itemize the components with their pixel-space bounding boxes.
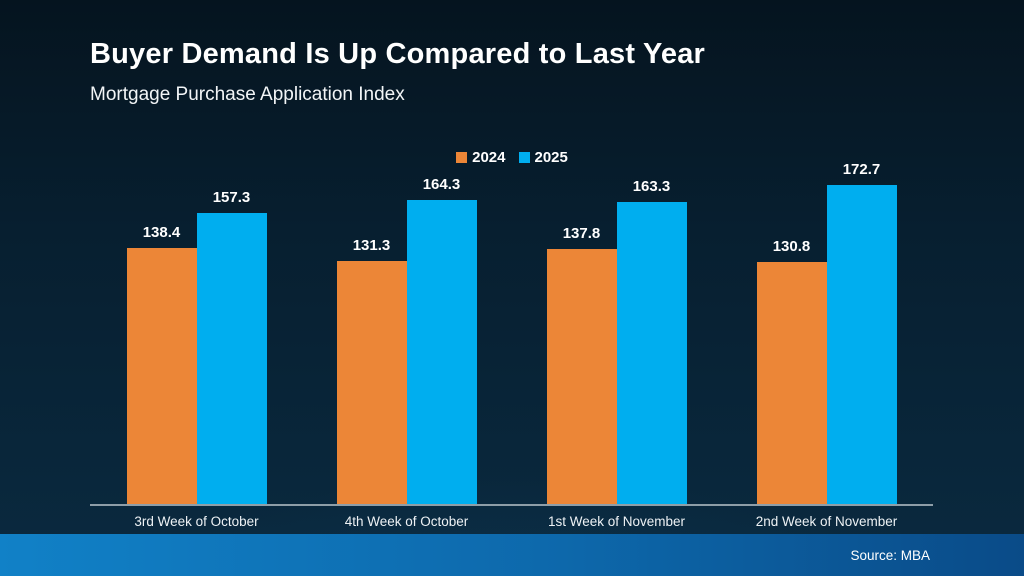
bar-column-2025: 163.3	[616, 178, 687, 504]
chart-legend: 2024 2025	[0, 149, 1024, 166]
bar-value-label: 131.3	[352, 237, 391, 254]
bar-value-label: 172.7	[842, 161, 881, 178]
bar-chart-plot-area: 138.4 157.3 3rd Week of October 131.3 164.3 4…	[90, 161, 933, 529]
x-axis-category-label: 3rd Week of October	[134, 514, 259, 529]
legend-item-2025: 2025	[518, 149, 568, 166]
bar-value-label: 164.3	[422, 176, 461, 193]
bar-column-2025: 164.3	[406, 176, 477, 504]
bar-column-2024: 131.3	[336, 237, 407, 504]
footer-bar: Source: MBA	[0, 534, 1024, 576]
chart-title: Buyer Demand Is Up Compared to Last Year	[90, 38, 706, 70]
x-axis-category-label: 1st Week of November	[547, 514, 686, 529]
legend-swatch-2024	[456, 152, 468, 163]
bar-value-label: 157.3	[212, 189, 251, 206]
x-axis-category-label: 2nd Week of November	[755, 514, 898, 529]
bar-group-2nd-week-of-november: 130.8 172.7 2nd Week of November	[756, 161, 898, 529]
bar-column-2024: 130.8	[756, 238, 827, 504]
bar-column-2025: 157.3	[196, 189, 267, 504]
x-axis-line	[90, 504, 933, 506]
bar-group-1st-week-of-november: 137.8 163.3 1st Week of November	[546, 178, 687, 529]
bar-2025-3rd-week-of-october	[196, 213, 267, 504]
chart-subtitle: Mortgage Purchase Application Index	[90, 84, 405, 105]
bar-value-label: 138.4	[142, 224, 181, 241]
bar-column-2025: 172.7	[826, 161, 897, 504]
source-label: Source: MBA	[850, 547, 930, 563]
bar-2024-2nd-week-of-november	[756, 262, 827, 504]
bar-2025-1st-week-of-november	[616, 202, 687, 504]
legend-swatch-2025	[518, 152, 530, 163]
bar-2024-4th-week-of-october	[336, 261, 407, 504]
bar-group-4th-week-of-october: 131.3 164.3 4th Week of October	[336, 176, 477, 529]
bar-value-label: 163.3	[632, 178, 671, 195]
bar-2024-3rd-week-of-october	[126, 248, 197, 504]
bar-2025-2nd-week-of-november	[826, 185, 897, 504]
bar-2025-4th-week-of-october	[406, 200, 477, 504]
bar-2024-1st-week-of-november	[546, 249, 617, 504]
legend-item-2024: 2024	[456, 149, 506, 166]
x-axis-category-label: 4th Week of October	[344, 514, 469, 529]
legend-label: 2024	[472, 149, 506, 166]
bar-group-3rd-week-of-october: 138.4 157.3 3rd Week of October	[126, 189, 267, 529]
bar-column-2024: 138.4	[126, 224, 197, 504]
bar-value-label: 137.8	[562, 225, 601, 242]
bar-value-label: 130.8	[772, 238, 811, 255]
bar-column-2024: 137.8	[546, 225, 617, 504]
legend-label: 2025	[534, 149, 568, 166]
